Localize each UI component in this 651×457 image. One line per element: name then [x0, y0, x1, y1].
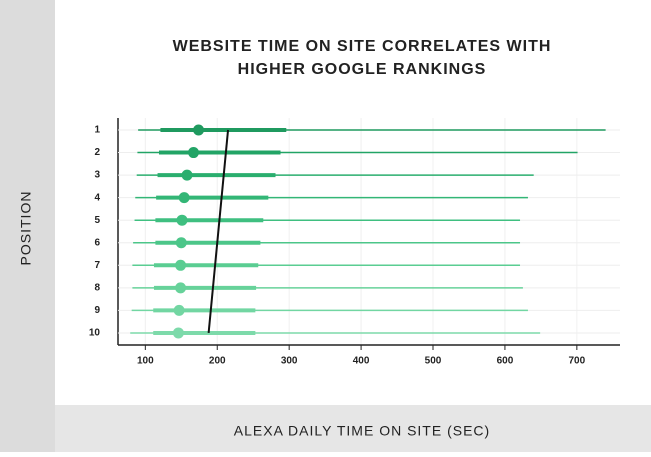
x-tick-label: 200: [209, 356, 226, 367]
y-tick-label: 2: [94, 147, 100, 158]
y-tick-label: 5: [94, 215, 100, 226]
chart-title: HIGHER GOOGLE RANKINGS: [238, 61, 487, 78]
y-tick-label: 6: [94, 237, 100, 248]
y-axis-label: POSITION: [18, 191, 34, 266]
chart-title: WEBSITE TIME ON SITE CORRELATES WITH: [173, 38, 552, 55]
x-tick-label: 400: [353, 356, 370, 367]
median-dot: [178, 192, 190, 204]
median-dot: [188, 147, 200, 159]
median-dot: [175, 237, 187, 249]
y-label-panel: [0, 0, 55, 452]
median-dot: [173, 304, 185, 316]
median-dot: [176, 214, 188, 226]
x-tick-label: 600: [497, 356, 514, 367]
y-tick-label: 4: [94, 192, 100, 203]
y-tick-label: 1: [94, 125, 100, 136]
x-axis-label: ALEXA DAILY TIME ON SITE (SEC): [234, 423, 490, 439]
median-dot: [175, 259, 187, 271]
y-tick-label: 7: [94, 260, 100, 271]
median-dot: [172, 327, 184, 339]
median-dot: [193, 124, 205, 136]
x-tick-label: 500: [425, 356, 442, 367]
y-tick-label: 3: [94, 170, 100, 181]
trend-line: [207, 129, 230, 334]
x-tick-label: 700: [569, 356, 586, 367]
x-tick-label: 300: [281, 356, 298, 367]
y-tick-label: 10: [89, 328, 101, 339]
y-tick-label: 9: [94, 305, 100, 316]
x-tick-label: 100: [137, 356, 154, 367]
median-dot: [175, 282, 187, 294]
y-tick-label: 8: [94, 282, 100, 293]
median-dot: [181, 169, 193, 181]
x-label-panel: [55, 405, 651, 452]
